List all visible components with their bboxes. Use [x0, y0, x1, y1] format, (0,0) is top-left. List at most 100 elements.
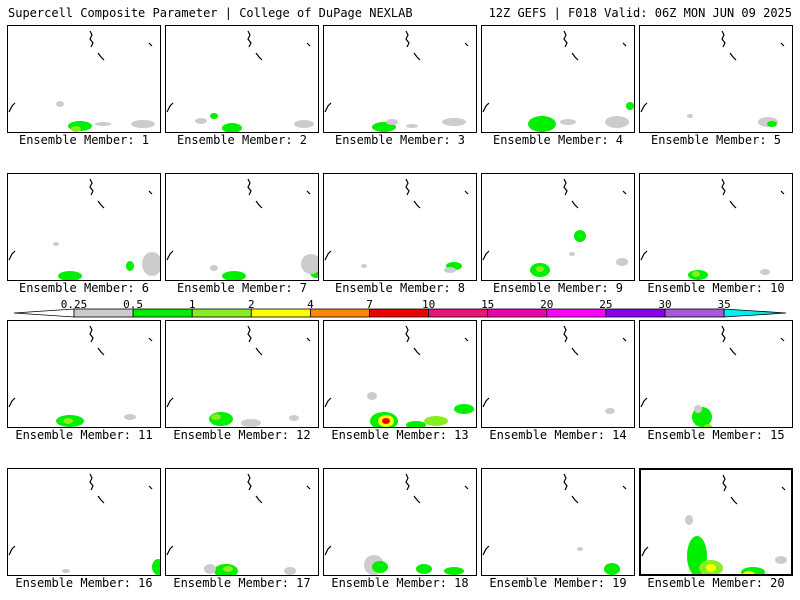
member-label: Ensemble Member: 7	[176, 281, 308, 295]
coastline	[413, 495, 421, 504]
scp-field	[166, 473, 311, 575]
scp-contour	[210, 265, 218, 271]
coastline	[247, 30, 252, 48]
member-label: Ensemble Member: 6	[18, 281, 150, 295]
coastline	[166, 545, 174, 556]
coastline	[622, 337, 627, 342]
coastline	[721, 178, 726, 196]
coastline	[482, 545, 490, 556]
colorbar-segment	[369, 308, 429, 318]
scp-field	[482, 325, 627, 414]
coastline	[780, 42, 785, 47]
scp-contour	[444, 267, 456, 273]
scp-field	[166, 30, 314, 132]
member-label: Ensemble Member: 4	[492, 133, 624, 147]
scp-contour	[152, 559, 160, 575]
scp-contour	[367, 392, 377, 400]
coastline	[97, 52, 105, 61]
coastline	[306, 190, 311, 195]
scp-contour	[56, 101, 64, 107]
member-label: Ensemble Member: 3	[334, 133, 466, 147]
coastline	[464, 190, 469, 195]
coastline	[729, 52, 737, 61]
scp-field	[8, 473, 160, 575]
member-label: Ensemble Member: 12	[173, 428, 311, 442]
scp-field	[324, 30, 469, 132]
scp-contour	[604, 563, 620, 575]
coastline	[255, 200, 263, 209]
colorbar-segment	[309, 308, 370, 318]
coastline	[780, 337, 785, 342]
colorbar-tick-label: 25	[599, 298, 613, 311]
scp-contour	[687, 114, 693, 118]
coastline	[97, 347, 105, 356]
coastline	[464, 485, 469, 490]
coastline	[781, 486, 786, 491]
colorbar-segment	[487, 308, 548, 318]
coastline	[166, 250, 174, 261]
member-map	[481, 25, 635, 133]
colorbar-legend: 0.25 0.5 1 2 4 7 10 15 20 25 30 35	[0, 298, 800, 322]
member-map	[165, 468, 319, 576]
member-label: Ensemble Member: 5	[650, 133, 782, 147]
scp-field	[640, 325, 785, 427]
scp-field	[641, 474, 787, 574]
scp-contour	[706, 564, 716, 572]
scp-contour	[62, 569, 70, 573]
scp-contour	[95, 122, 111, 126]
member-map	[323, 25, 477, 133]
member-map	[165, 25, 319, 133]
coastline	[247, 325, 252, 343]
coastline	[148, 485, 153, 490]
coastline	[306, 337, 311, 342]
coastline	[255, 495, 263, 504]
coastline	[405, 178, 410, 196]
scp-contour	[124, 414, 136, 420]
scp-field	[324, 325, 474, 427]
scp-contour	[372, 561, 388, 573]
scp-contour	[444, 567, 464, 575]
coastline	[97, 495, 105, 504]
coastline	[413, 52, 421, 61]
map-title: Supercell Composite Parameter | College …	[8, 6, 413, 20]
scp-field	[8, 178, 160, 280]
member-label: Ensemble Member: 15	[647, 428, 785, 442]
colorbar-tick-label: 15	[481, 298, 495, 311]
member-label: Ensemble Member: 2	[176, 133, 308, 147]
coastline	[640, 102, 648, 113]
coastline	[306, 42, 311, 47]
colorbar-tick-label: 7	[366, 298, 373, 311]
scp-contour	[605, 408, 615, 414]
colorbar-scale	[13, 308, 787, 318]
scp-contour	[195, 118, 207, 124]
scp-contour	[536, 266, 544, 272]
coastline	[622, 190, 627, 195]
colorbar-overflow-triangle	[723, 308, 787, 318]
scp-contour	[704, 424, 712, 427]
scp-field	[640, 178, 785, 280]
member-label: Ensemble Member: 17	[173, 576, 311, 590]
scp-contour	[454, 404, 474, 414]
coastline	[306, 485, 311, 490]
coastline	[482, 102, 490, 113]
scp-contour	[222, 271, 246, 280]
member-map	[481, 320, 635, 428]
coastline	[97, 200, 105, 209]
coastline	[571, 200, 579, 209]
coastline	[148, 190, 153, 195]
coastline	[8, 250, 16, 261]
coastline	[8, 545, 16, 556]
coastline	[721, 30, 726, 48]
coastline	[405, 325, 410, 343]
scp-contour	[222, 123, 242, 132]
member-label: Ensemble Member: 19	[489, 576, 627, 590]
scp-field	[166, 325, 311, 427]
coastline	[89, 473, 94, 491]
scp-field	[324, 178, 469, 273]
scp-contour	[741, 567, 765, 574]
member-label: Ensemble Member: 10	[647, 281, 785, 295]
member-map	[323, 320, 477, 428]
coastline	[8, 397, 16, 408]
coastline	[641, 546, 649, 557]
coastline	[571, 52, 579, 61]
